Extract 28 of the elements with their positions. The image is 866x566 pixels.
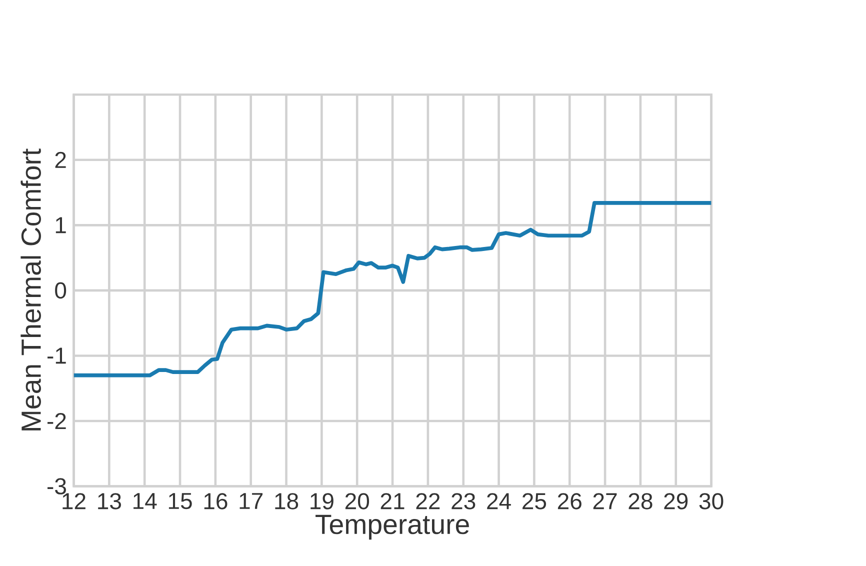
x-tick-label: 25 — [522, 493, 546, 510]
x-tick-label: 21 — [380, 493, 404, 510]
y-tick-label: -1 — [48, 348, 66, 364]
x-tick-label: 27 — [593, 493, 617, 510]
x-tick-label: 13 — [98, 493, 121, 510]
x-tick-label: 19 — [310, 493, 334, 510]
x-tick-label: 14 — [134, 493, 157, 510]
x-tick-label: 20 — [345, 493, 370, 510]
line-series — [74, 201, 712, 378]
x-tick-label: 28 — [628, 493, 652, 510]
y-tick-label: 1 — [56, 218, 66, 234]
x-tick-label: 17 — [240, 493, 263, 510]
x-tick-label: 30 — [699, 493, 724, 510]
x-tick-label: 23 — [452, 493, 476, 510]
y-tick-label: -2 — [48, 413, 66, 430]
y-tick-label: -3 — [48, 478, 66, 495]
x-tick-label: 24 — [487, 493, 511, 510]
x-tick-label: 12 — [62, 493, 86, 510]
x-tick-label: 15 — [168, 493, 192, 510]
x-tick-label: 22 — [416, 493, 440, 510]
y-tick-label: 2 — [55, 152, 66, 168]
y-tick-label: 0 — [55, 282, 66, 299]
x-tick-label: 18 — [275, 493, 298, 510]
x-axis-title: Temperature — [316, 515, 469, 540]
y-axis-title: Mean Thermal Comfort — [20, 148, 41, 431]
x-tick-label: 16 — [204, 493, 228, 510]
x-tick-label: 26 — [558, 493, 582, 510]
x-tick-label: 29 — [664, 493, 688, 510]
